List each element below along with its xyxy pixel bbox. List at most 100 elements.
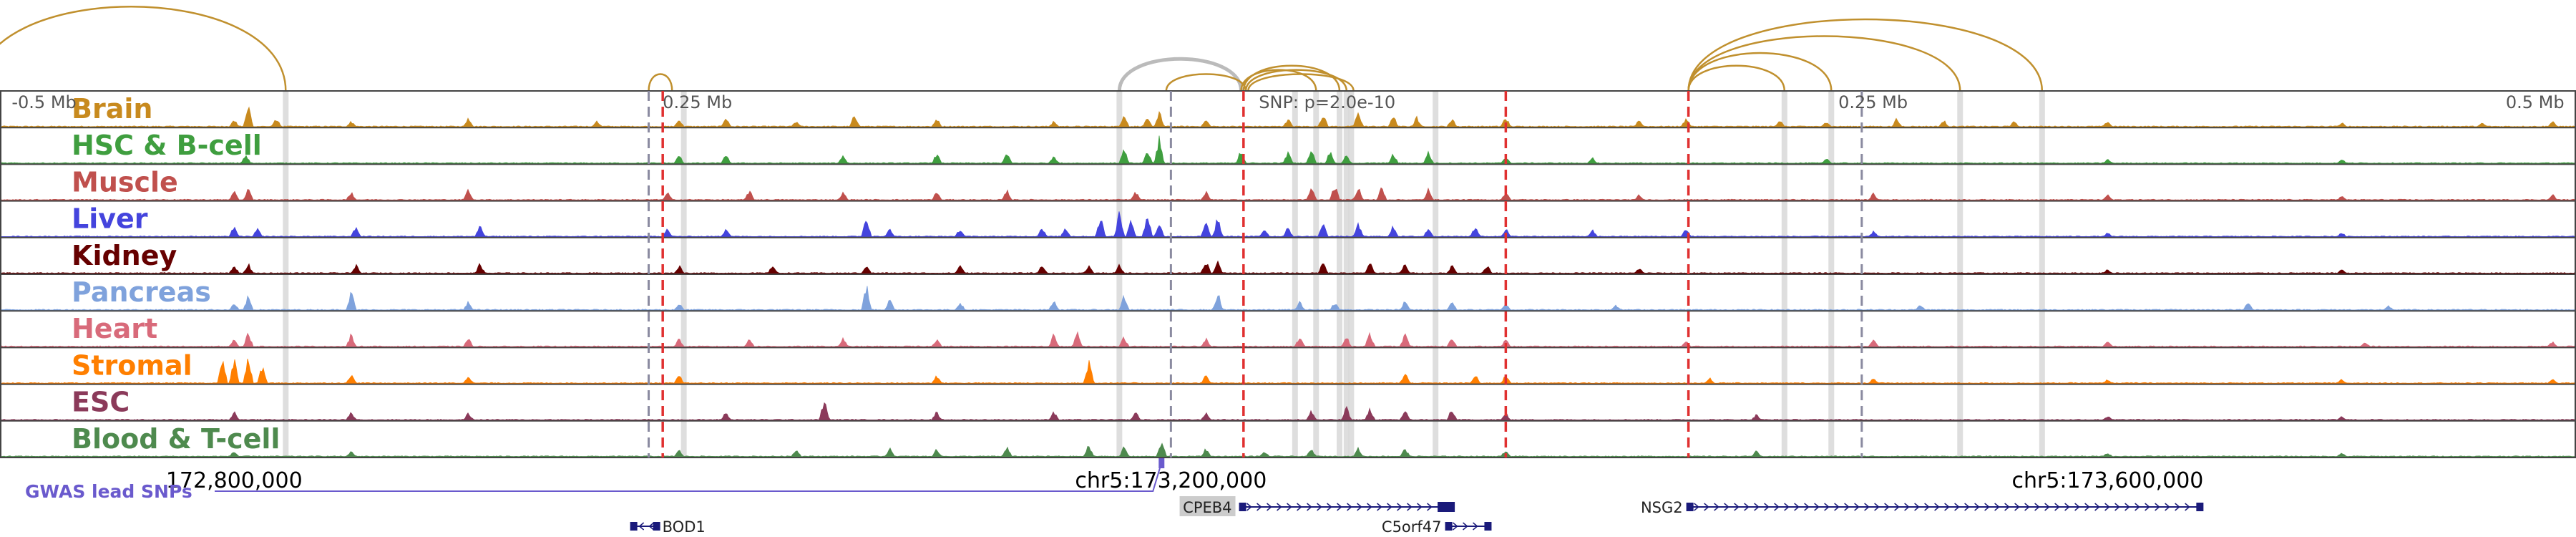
strand-arrow [1337,503,1342,511]
strand-arrow [2175,503,2180,511]
strand-arrow [1964,503,1970,511]
strand-arrow [1754,503,1760,511]
strand-arrow [1984,503,1990,511]
gene-label: NSG2 [1641,499,1683,516]
strand-arrow [648,522,655,531]
gene-highlight [1179,496,1236,516]
track [0,187,2576,202]
strand-arrow [1327,503,1332,511]
strand-arrow [1874,503,1880,511]
strand-arrow [1934,503,1940,511]
scale-label: 0.5 Mb [2506,92,2565,112]
strand-arrow [1824,503,1830,511]
gene: C5orf47 [1382,518,1492,536]
strand-arrow [1904,503,1910,511]
strand-arrow [1277,503,1282,511]
strand-arrow [1357,503,1362,511]
exon [630,522,638,531]
track [0,106,2576,129]
signal-tracks [0,90,2576,458]
strand-arrow [1974,503,1980,511]
strand-arrow [1694,503,1699,511]
track [0,402,2576,422]
strand-arrow [1774,503,1780,511]
strand-arrow [1804,503,1810,511]
strand-arrow [1347,503,1352,511]
strand-arrow [1287,503,1292,511]
loop-arc [1247,73,1355,92]
strand-arrow [1844,503,1850,511]
chromatin-loops [0,6,2044,92]
strand-arrow [1724,503,1729,511]
track-label: HSC & B-cell [72,130,262,161]
gene-label: CPEB4 [1183,499,1231,516]
loop-arc [0,6,287,92]
strand-arrow [2054,503,2060,511]
track [0,286,2576,312]
strand-arrow [2074,503,2080,511]
strand-arrow [1417,503,1423,511]
strand-arrow [1894,503,1900,511]
strand-arrow [1954,503,1960,511]
strand-arrow [2004,503,2010,511]
gene-track: BOD1 CPEB4 C5orf47 NSG2 [630,496,2204,536]
strand-arrow [1714,503,1719,511]
track-label: Muscle [72,166,178,198]
marker-lines [648,91,1863,458]
track [0,359,2576,385]
snp-label: SNP: p=2.0e-10 [1259,92,1395,112]
strand-arrow [1377,503,1382,511]
track-labels: Brain HSC & B-cell Muscle Liver Kidney Pancre… [72,93,280,455]
strand-arrow [1397,503,1402,511]
track-label: Stromal [72,349,192,381]
track-label: Brain [72,93,152,125]
loop-arc [1117,57,1244,92]
strand-arrow [2064,503,2070,511]
scale-label: 0.25 Mb [1838,92,1908,112]
strand-arrow [2145,503,2150,511]
strand-arrow [2044,503,2050,511]
strand-arrow [2104,503,2110,511]
strand-arrow [1704,503,1709,511]
strand-arrow [1854,503,1860,511]
gwas-snp-marker [1158,458,1165,468]
strand-arrow [1463,522,1468,531]
strand-arrow [2124,503,2130,511]
scale-label: -0.5 Mb [11,92,76,112]
strand-arrow [2034,503,2040,511]
gene: BOD1 [630,518,706,536]
strand-arrow [1764,503,1770,511]
tracks-frame [0,90,2576,458]
loop-arc [1242,64,1341,92]
strand-arrow [638,522,645,531]
loop-arc [1240,69,1317,92]
track [0,135,2576,165]
strand-arrow [1453,522,1458,531]
loop-arc [1687,52,1833,92]
track-signal [0,187,2576,201]
exon [1484,522,1492,531]
strand-arrow [1367,503,1372,511]
exon [2196,503,2204,511]
strand-arrow [1834,503,1840,511]
strand-arrow [1944,503,1950,511]
strand-arrow [1307,503,1312,511]
track-signal [0,260,2576,274]
strand-arrow [2135,503,2140,511]
track-label: Pancreas [72,276,211,308]
track-signal [0,286,2576,311]
track [0,442,2576,458]
strand-arrow [1427,503,1433,511]
strand-arrow [1734,503,1740,511]
strand-arrow [1924,503,1930,511]
coordinate-label: chr5:173,200,000 [1075,468,1267,493]
gwas-label: GWAS lead SNPs [25,481,192,502]
loop-arc [1244,69,1348,92]
strand-arrow [1246,503,1252,511]
track [0,260,2576,275]
strand-arrow [1407,503,1413,511]
strand-arrow [1994,503,2000,511]
loop-arc [648,73,673,92]
strand-arrow [1297,503,1302,511]
gene-label: C5orf47 [1382,518,1442,536]
